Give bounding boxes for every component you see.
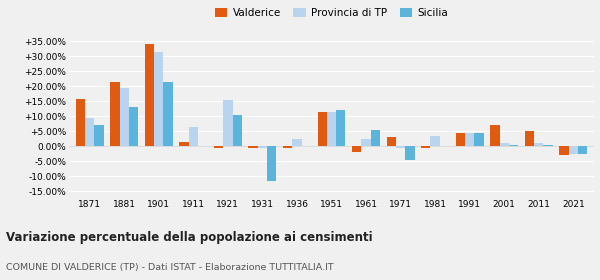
Bar xyxy=(430,136,440,146)
Bar xyxy=(145,44,154,146)
Bar xyxy=(509,145,518,146)
Bar xyxy=(317,112,327,146)
Bar xyxy=(361,139,371,146)
Bar xyxy=(544,145,553,146)
Bar xyxy=(214,146,223,148)
Bar xyxy=(421,146,430,148)
Bar xyxy=(223,100,233,146)
Bar xyxy=(267,146,277,181)
Bar xyxy=(475,133,484,146)
Bar xyxy=(534,143,544,146)
Bar xyxy=(119,88,129,146)
Bar xyxy=(490,125,500,146)
Bar xyxy=(371,130,380,146)
Bar xyxy=(386,137,396,146)
Bar xyxy=(405,146,415,160)
Legend: Valderice, Provincia di TP, Sicilia: Valderice, Provincia di TP, Sicilia xyxy=(211,4,452,22)
Bar xyxy=(154,52,163,146)
Bar xyxy=(283,146,292,148)
Bar xyxy=(94,125,104,146)
Bar xyxy=(248,146,258,148)
Bar xyxy=(258,146,267,148)
Bar xyxy=(525,131,534,146)
Bar xyxy=(500,143,509,146)
Bar xyxy=(396,146,405,148)
Bar xyxy=(233,115,242,146)
Bar xyxy=(163,82,173,146)
Bar xyxy=(85,118,94,146)
Bar xyxy=(188,127,198,146)
Text: COMUNE DI VALDERICE (TP) - Dati ISTAT - Elaborazione TUTTITALIA.IT: COMUNE DI VALDERICE (TP) - Dati ISTAT - … xyxy=(6,263,334,272)
Bar xyxy=(336,110,346,146)
Bar xyxy=(465,133,475,146)
Bar xyxy=(327,112,336,146)
Text: Variazione percentuale della popolazione ai censimenti: Variazione percentuale della popolazione… xyxy=(6,231,373,244)
Bar xyxy=(559,146,569,155)
Bar xyxy=(76,99,85,146)
Bar xyxy=(129,107,138,146)
Bar xyxy=(455,133,465,146)
Bar xyxy=(292,139,302,146)
Bar xyxy=(569,146,578,154)
Bar xyxy=(352,146,361,152)
Bar xyxy=(578,146,587,154)
Bar xyxy=(179,142,188,146)
Bar xyxy=(110,82,119,146)
